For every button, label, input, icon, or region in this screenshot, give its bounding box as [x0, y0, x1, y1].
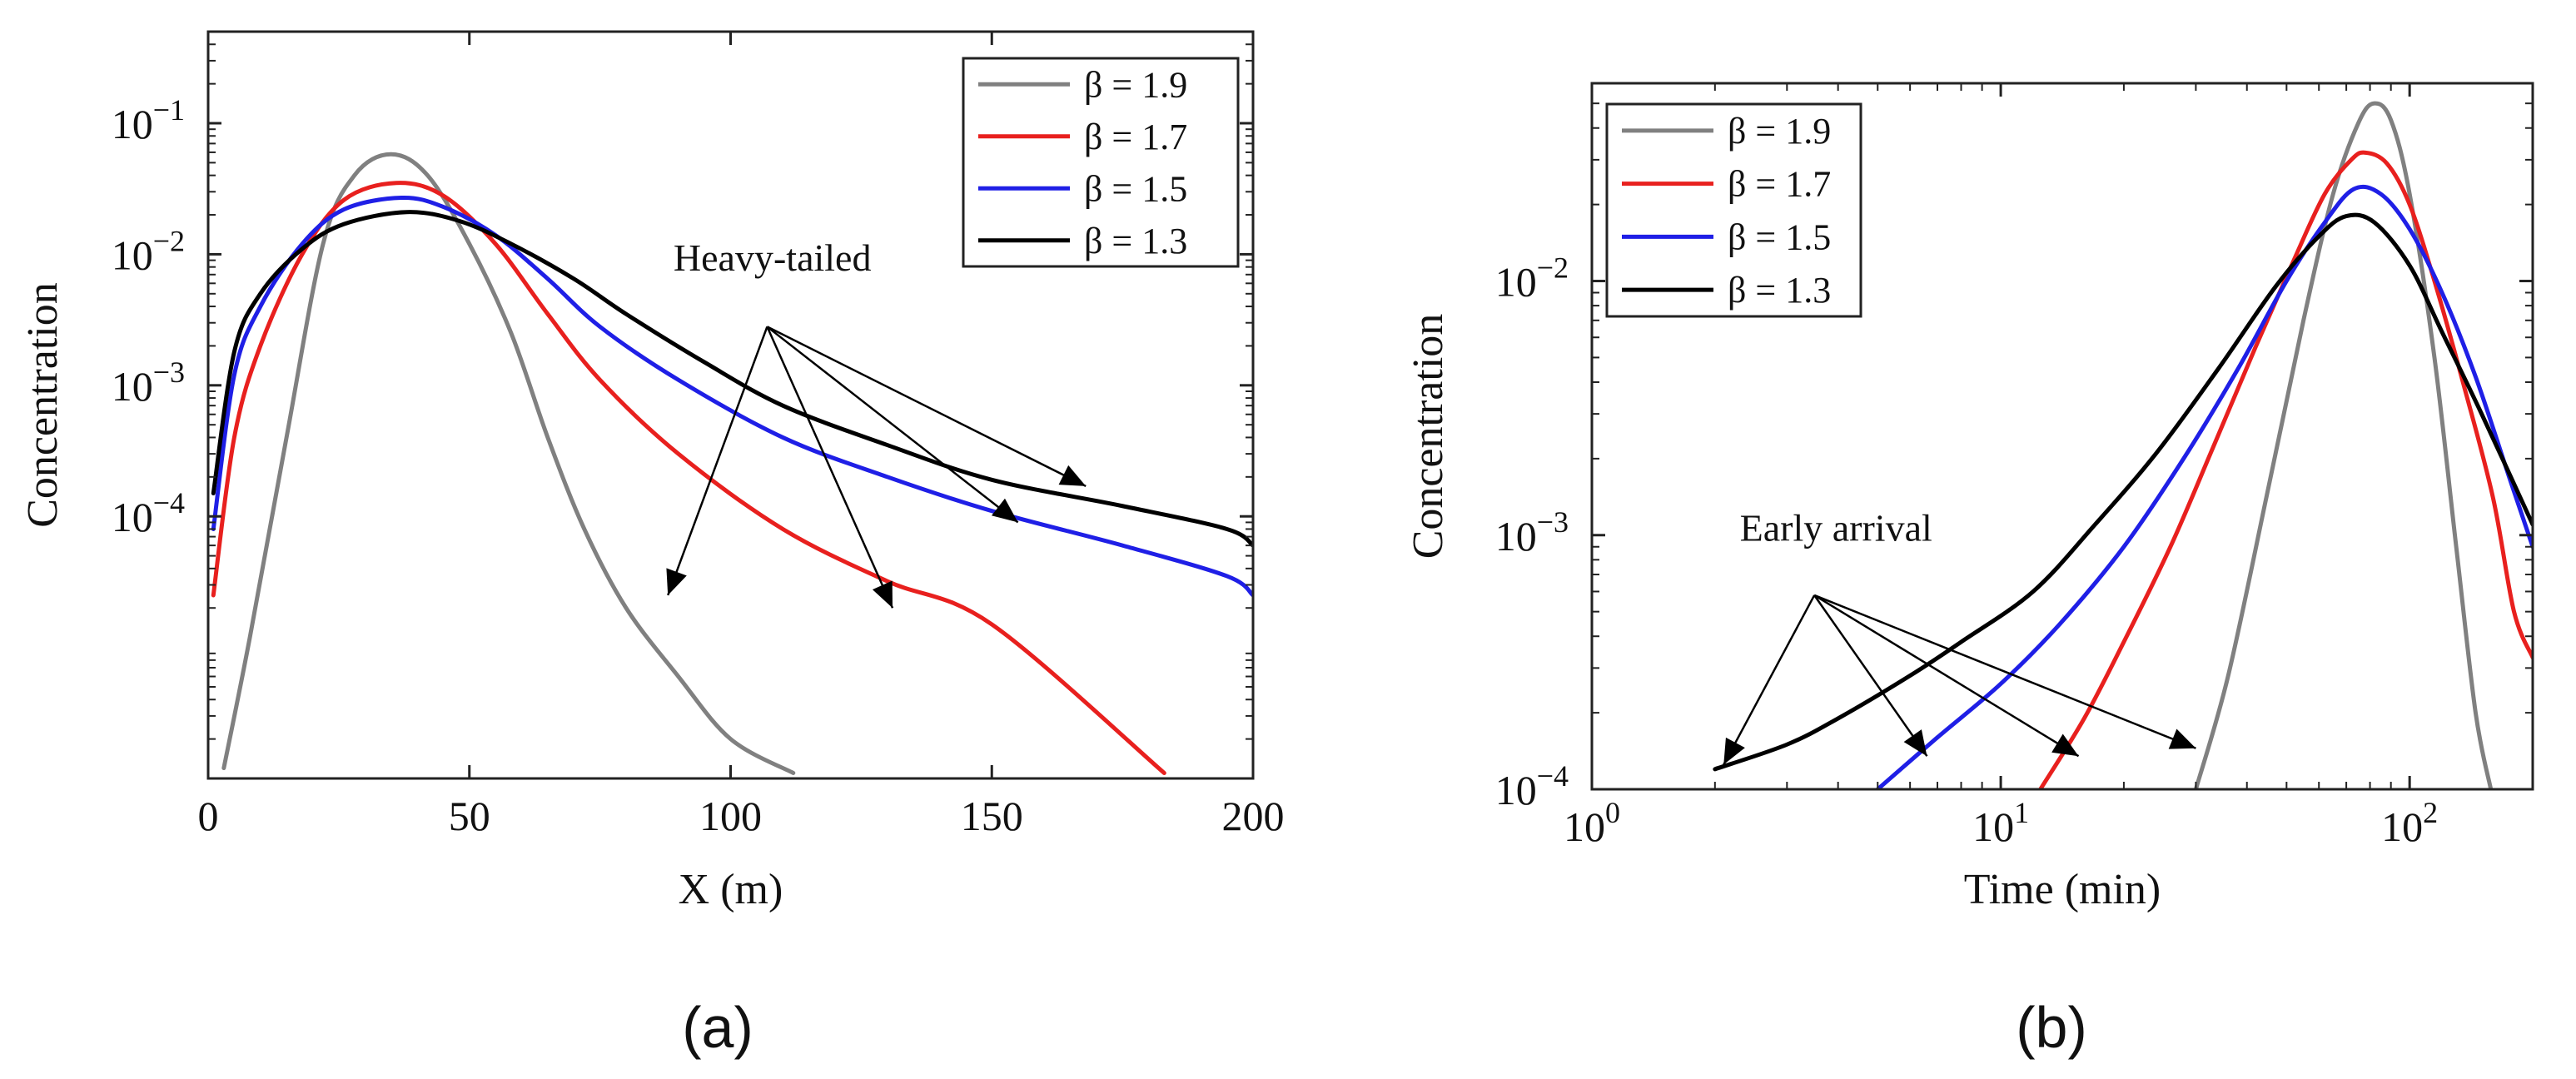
annotation-arrow-line	[766, 326, 1019, 524]
annotation-arrow-line	[766, 326, 1087, 488]
annotation-arrow-head	[1903, 729, 1927, 757]
y-tick-label: 10−4	[112, 486, 185, 540]
annotation-arrow-head	[666, 568, 687, 595]
annotation-arrow-head	[2051, 733, 2079, 757]
series-line-15	[211, 196, 1253, 598]
y-tick-label: 10−2	[112, 224, 185, 278]
annotation-arrow-line	[1813, 594, 1928, 757]
legend-entry: β = 1.5	[1084, 168, 1187, 209]
x-tick-label: 102	[2381, 796, 2438, 850]
x-axis-label: X (m)	[679, 866, 783, 913]
annotation-text: Heavy-tailed	[674, 236, 872, 279]
annotation-text: Early arrival	[1740, 507, 1932, 549]
y-tick-label: 10−3	[112, 356, 185, 410]
annotation-arrow-line	[766, 326, 894, 609]
annotation-arrow-line	[1723, 594, 1816, 766]
panel-label: (a)	[682, 995, 753, 1060]
x-tick-label: 100	[699, 793, 762, 839]
x-tick-label: 100	[1564, 796, 1620, 850]
x-tick-label: 50	[449, 793, 490, 839]
series-line-15	[1875, 184, 2533, 789]
chart-panel-a: 0 50 100 150 200 10−4 10−3 10−2 10−1 X (m) Concent…	[19, 30, 1285, 1060]
x-tick-label: 150	[961, 793, 1023, 839]
y-tick-label: 10−2	[1495, 251, 1569, 306]
panel-label: (b)	[2016, 995, 2087, 1060]
chart-panel-b: 100 101 102 10−4 10−3 10−2 Time (min) Concentra…	[1405, 82, 2534, 1060]
legend-entry: β = 1.3	[1084, 221, 1187, 261]
annotation-arrow-head	[1723, 737, 1745, 765]
annotation-arrow-line	[1813, 594, 2080, 758]
series-line-17	[2038, 150, 2533, 789]
axes-frame	[1590, 82, 2534, 791]
legend-entry: β = 1.9	[1728, 111, 1831, 152]
series-line-13	[211, 210, 1253, 548]
series-line-19	[221, 152, 796, 775]
y-axis-label: Concentration	[19, 282, 67, 528]
annotation-arrow-head	[991, 498, 1018, 523]
legend-entry: β = 1.7	[1728, 164, 1831, 205]
series-line-19	[2193, 101, 2494, 789]
legend-entry: β = 1.7	[1084, 117, 1187, 157]
x-tick-label: 101	[1972, 796, 2029, 850]
legend-box	[962, 57, 1240, 268]
legend-box	[1605, 102, 1862, 318]
x-tick-label: 200	[1222, 793, 1285, 839]
annotation-arrow-head	[872, 580, 893, 609]
series-line-13	[1713, 212, 2533, 772]
y-tick-label: 10−3	[1495, 505, 1569, 559]
annotation-arrow-line	[667, 326, 768, 596]
x-axis-label: Time (min)	[1964, 866, 2161, 913]
series-group	[1713, 101, 2533, 789]
annotation: Heavy-tailed	[666, 236, 1087, 609]
annotation-arrow-head	[2168, 728, 2196, 749]
annotation-arrow-head	[1058, 465, 1087, 486]
legend-entry: β = 1.5	[1728, 216, 1831, 257]
y-tick-label: 10−4	[1495, 759, 1569, 813]
legend-entry: β = 1.3	[1728, 270, 1831, 311]
y-tick-label: 10−1	[112, 93, 185, 147]
y-axis-label: Concentration	[1405, 314, 1452, 559]
legend: β = 1.9 β = 1.7 β = 1.5 β = 1.3	[1605, 102, 1862, 318]
legend-entry: β = 1.9	[1084, 64, 1187, 105]
annotation-arrow-line	[1813, 594, 2196, 749]
x-tick-label: 0	[198, 793, 219, 839]
annotation: Early arrival	[1723, 507, 2196, 766]
legend: β = 1.9 β = 1.7 β = 1.5 β = 1.3	[962, 57, 1240, 268]
